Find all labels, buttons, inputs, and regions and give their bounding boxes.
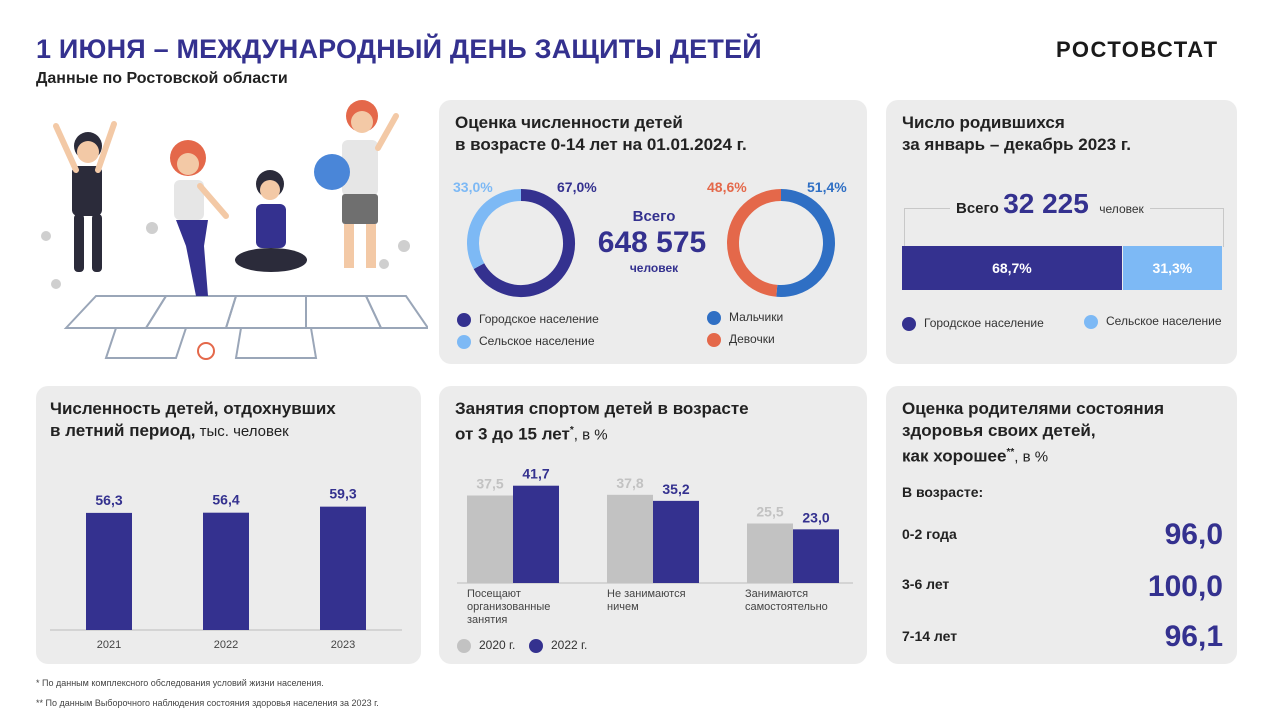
births-total: Всего 32 225 человек — [950, 188, 1150, 220]
sport-bar-2022 — [653, 500, 699, 583]
population-donuts: 33,0% 67,0% 48,6% 51,4% — [453, 179, 847, 297]
legend-boys: Мальчики — [707, 310, 783, 325]
legend-urban: Городское население — [457, 312, 599, 327]
flower-icons — [41, 222, 410, 289]
sport-value-label: 35,2 — [662, 481, 689, 497]
label-boys-pct: 51,4% — [807, 179, 847, 195]
health-value-3-6: 100,0 — [1147, 570, 1223, 603]
sport-value-label: 37,5 — [476, 476, 503, 492]
donut-boys-girls — [727, 189, 835, 297]
label-urban-pct: 67,0% — [557, 179, 597, 195]
sport-legend-2020: 2020 г. — [457, 638, 515, 653]
ball-icon — [314, 154, 350, 190]
sport-bar-chart: 37,5 37,8 25,5 41,7 35,2 23,0 — [457, 466, 853, 584]
card-births: Число родившихся за январь – декабрь 202… — [886, 100, 1237, 364]
rest-bar-2022 — [203, 512, 249, 630]
legend-rural: Сельское население — [457, 334, 595, 349]
rest-tick-label: 2021 — [97, 639, 121, 651]
sport-value-label: 25,5 — [756, 504, 783, 520]
donut-slice-rural — [467, 189, 522, 270]
girl-figure-1 — [53, 121, 117, 272]
health-value-7-14: 96,1 — [1164, 620, 1223, 653]
health-value-0-2: 96,0 — [1164, 518, 1223, 551]
label-rural-pct: 33,0% — [453, 179, 493, 195]
rest-bar-chart: 56,3 2021 56,4 2022 59,3 2023 — [50, 486, 402, 651]
births-legend-urban: Городское население — [902, 316, 1044, 331]
health-age-3-6: 3-6 лет — [902, 576, 950, 592]
boy-figure-ball — [314, 100, 399, 268]
births-split-bar: 68,7% 31,3% — [902, 246, 1222, 290]
births-bar-rural: 31,3% — [1122, 246, 1222, 290]
sport-legend-2022: 2022 г. — [529, 638, 587, 653]
rest-tick-label: 2022 — [214, 639, 238, 651]
sport-bar-2022 — [793, 529, 839, 583]
page-subtitle: Данные по Ростовской области — [36, 70, 288, 87]
donut-urban-rural — [467, 189, 575, 297]
card-sport: Занятия спортом детей в возрасте от 3 до… — [439, 386, 867, 664]
footnote-1: * По данным комплексного обследования ус… — [36, 678, 324, 688]
health-age-0-2: 0-2 года — [902, 526, 957, 542]
sport-bar-2022 — [513, 485, 559, 583]
sport-cat3-label: Занимаются самостоятельно — [745, 588, 828, 613]
sport-value-label: 37,8 — [616, 475, 643, 491]
sport-cat1-label: Посещают организованные занятия — [467, 588, 551, 626]
rest-value-label: 56,4 — [212, 492, 239, 508]
legend-girls: Девочки — [707, 332, 775, 347]
hopscotch-grid — [63, 295, 428, 359]
rest-value-label: 56,3 — [95, 492, 122, 508]
sport-title: Занятия спортом детей в возрасте от 3 до… — [455, 399, 749, 444]
rest-value-label: 59,3 — [329, 486, 356, 502]
girl-figure-2 — [170, 140, 229, 296]
sun-icon — [197, 342, 215, 360]
health-age-header: В возрасте: — [902, 484, 984, 500]
population-total: Всего 648 575 человек — [597, 208, 707, 275]
sport-bar-2020 — [747, 523, 793, 583]
sport-value-label: 41,7 — [522, 466, 549, 482]
children-illustration — [41, 100, 428, 360]
page-title: 1 ИЮНЯ – МЕЖДУНАРОДНЫЙ ДЕНЬ ЗАЩИТЫ ДЕТЕЙ — [36, 34, 762, 64]
boy-figure-sitting — [235, 170, 307, 272]
donut-slice-urban — [473, 189, 575, 297]
births-bar-urban: 68,7% — [902, 246, 1122, 290]
sport-bar-2020 — [607, 494, 653, 583]
donut-slice-girls — [727, 189, 782, 297]
health-title: Оценка родителями состояния здоровья сво… — [902, 399, 1165, 466]
card-population: Оценка численности детей в возрасте 0-14… — [439, 100, 867, 364]
card-summer-rest: Численность детей, отдохнувших в летний … — [36, 386, 421, 664]
rest-title: Численность детей, отдохнувших в летний … — [50, 399, 336, 440]
population-title: Оценка численности детей в возрасте 0-14… — [455, 113, 747, 154]
rest-bar-2021 — [86, 512, 132, 630]
label-girls-pct: 48,6% — [707, 179, 747, 195]
births-title: Число родившихся за январь – декабрь 202… — [902, 113, 1131, 154]
sport-bar-2020 — [467, 495, 513, 583]
donut-slice-boys — [776, 189, 835, 297]
card-health: Оценка родителями состояния здоровья сво… — [886, 386, 1237, 664]
footnote-2: ** По данным Выборочного наблюдения сост… — [36, 698, 379, 708]
births-legend-rural: Сельское население — [1084, 314, 1222, 329]
rest-bar-2023 — [320, 506, 366, 630]
sport-cat2-label: Не занимаются ничем — [607, 588, 686, 613]
brand-logo: РОСТОВСТАТ — [1056, 37, 1219, 62]
sport-value-label: 23,0 — [802, 509, 829, 525]
rest-tick-label: 2023 — [331, 639, 355, 651]
health-age-7-14: 7-14 лет — [902, 628, 958, 644]
